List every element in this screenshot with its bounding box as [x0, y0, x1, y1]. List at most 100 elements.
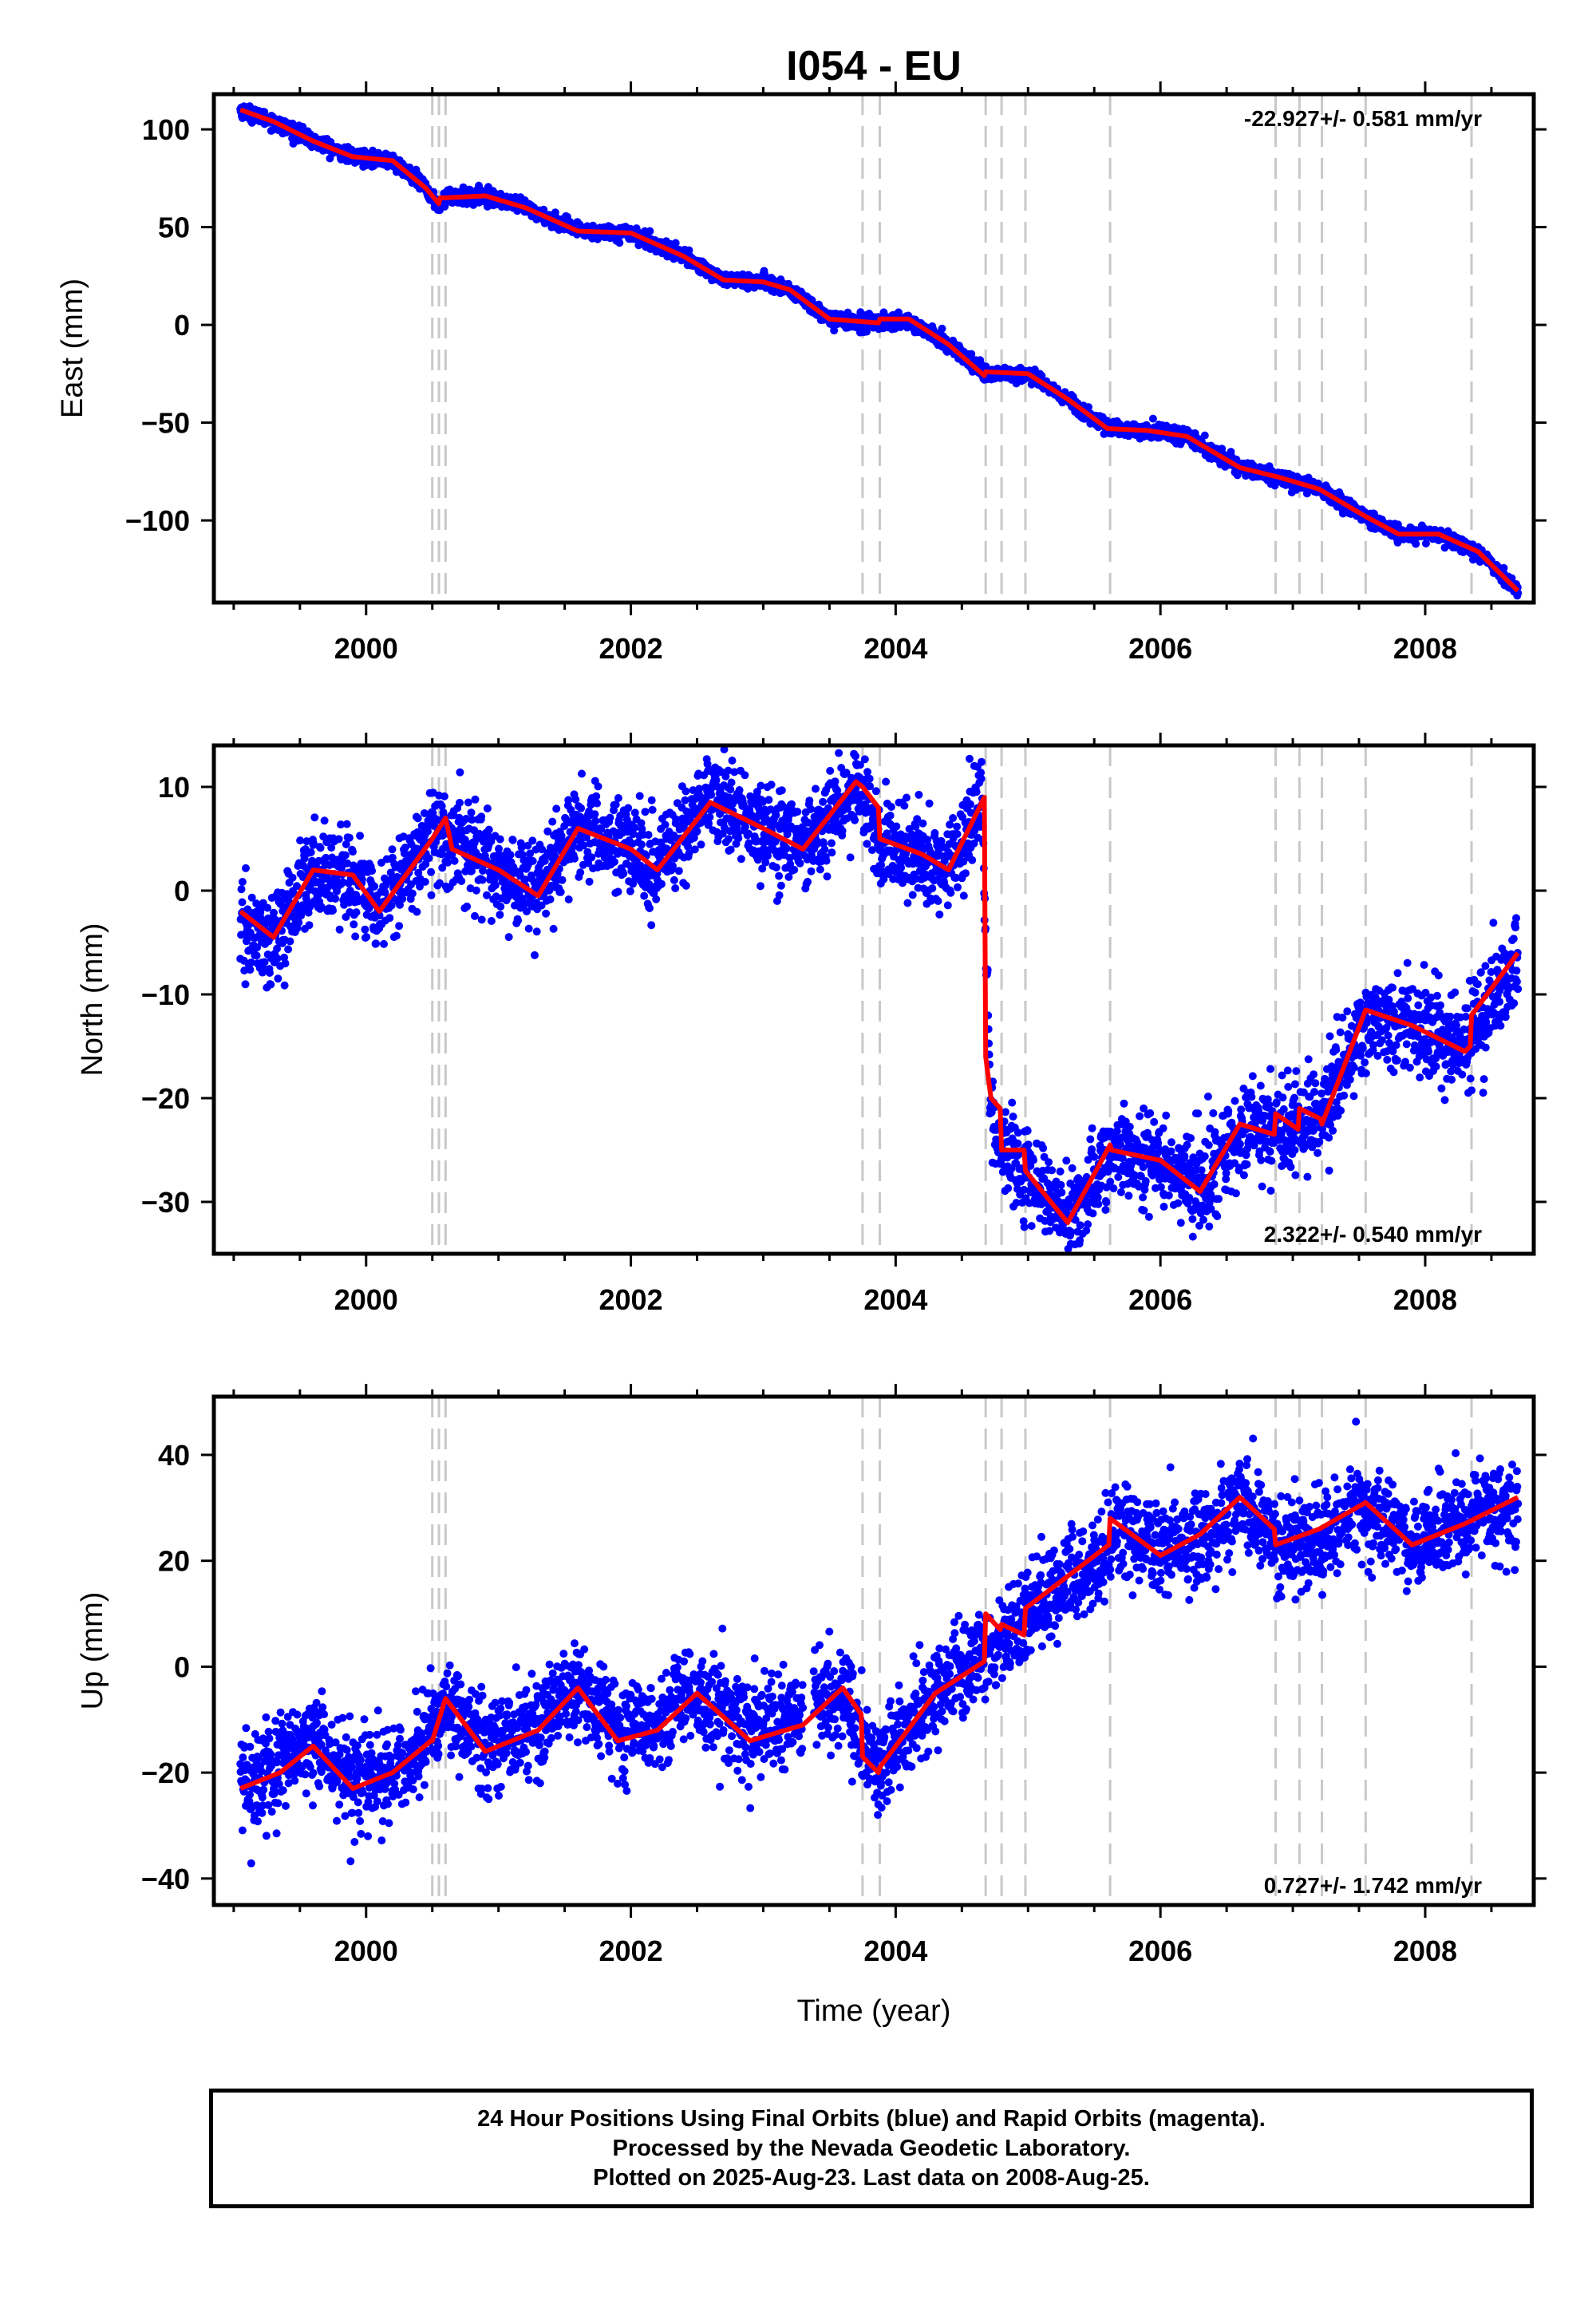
data-point: [316, 844, 325, 852]
data-point: [450, 856, 459, 865]
data-point: [591, 810, 599, 819]
data-point: [615, 239, 624, 247]
data-point: [337, 820, 345, 829]
y-tick-label: −100: [125, 504, 190, 537]
data-point: [413, 814, 422, 823]
x-tick-label: 2006: [1128, 632, 1192, 665]
data-point: [571, 854, 579, 863]
y-tick-label: 50: [158, 211, 190, 244]
data-point: [238, 898, 247, 907]
data-point: [322, 853, 330, 862]
data-point: [670, 875, 678, 884]
data-point: [630, 808, 639, 817]
data-point: [463, 902, 472, 911]
data-point: [690, 845, 699, 854]
data-point: [684, 842, 693, 851]
data-point: [273, 944, 282, 953]
data-point: [506, 851, 515, 860]
data-point: [703, 760, 712, 769]
data-point: [343, 859, 352, 868]
data-point: [312, 878, 321, 887]
data-point: [246, 966, 255, 974]
data-point: [622, 816, 631, 824]
data-point: [724, 766, 733, 775]
chart-title: I054 - EU: [786, 43, 962, 89]
data-point: [478, 875, 487, 884]
data-point: [681, 787, 690, 796]
data-point: [672, 815, 681, 824]
data-point: [385, 914, 394, 923]
data-point: [456, 798, 464, 807]
data-point: [681, 881, 690, 890]
data-point: [243, 922, 252, 931]
data-point: [293, 882, 301, 891]
data-point: [730, 768, 739, 777]
north-plot-area: [236, 745, 1523, 1254]
data-point: [577, 804, 586, 812]
data-point: [387, 901, 396, 910]
data-point: [341, 851, 350, 860]
data-point: [585, 877, 594, 886]
data-point: [329, 906, 337, 915]
data-point: [496, 903, 505, 911]
x-tick-label: 2002: [599, 632, 663, 665]
data-point: [689, 786, 697, 795]
data-point: [437, 802, 446, 810]
data-point: [462, 815, 471, 823]
data-point: [542, 909, 551, 918]
data-point: [669, 862, 677, 871]
data-point: [305, 921, 314, 930]
data-point: [421, 877, 429, 886]
model-fit-line: [239, 107, 1520, 593]
data-point: [1499, 563, 1508, 572]
data-point: [427, 868, 436, 876]
x-tick-label: 2004: [863, 632, 927, 665]
data-point: [552, 804, 561, 813]
data-point: [549, 924, 558, 933]
data-point: [597, 824, 606, 833]
data-point: [350, 920, 358, 929]
data-point: [464, 798, 472, 807]
data-point: [416, 882, 424, 891]
data-point: [504, 933, 513, 942]
data-point: [320, 816, 329, 825]
data-point: [456, 768, 464, 777]
data-point: [594, 782, 602, 791]
data-point: [491, 881, 500, 890]
data-point: [647, 796, 656, 804]
data-point: [644, 831, 653, 840]
data-point: [614, 887, 622, 896]
data-point: [361, 925, 369, 934]
data-point: [388, 845, 397, 854]
data-point: [477, 915, 486, 924]
east-axes-frame: [211, 92, 1536, 605]
data-point: [681, 796, 689, 804]
data-point: [352, 908, 361, 917]
data-point: [421, 860, 430, 868]
data-point: [267, 980, 275, 989]
data-point: [646, 227, 654, 235]
data-point: [938, 324, 946, 333]
data-point: [335, 925, 344, 934]
data-point: [520, 875, 529, 883]
data-point: [496, 911, 504, 919]
data-point: [543, 827, 552, 836]
data-point: [648, 805, 657, 814]
data-point: [398, 895, 407, 903]
data-point: [477, 812, 486, 821]
data-point: [636, 861, 645, 870]
data-point: [401, 844, 409, 852]
y-tick-label: 100: [142, 113, 190, 146]
data-point: [471, 795, 480, 804]
data-point: [727, 778, 736, 787]
data-point: [726, 785, 735, 794]
data-point: [495, 844, 503, 853]
data-point: [318, 883, 326, 891]
data-point: [345, 833, 354, 842]
data-point: [484, 825, 493, 834]
data-point: [707, 790, 716, 799]
data-point: [296, 836, 305, 845]
data-point: [342, 820, 351, 828]
data-point: [671, 884, 680, 892]
